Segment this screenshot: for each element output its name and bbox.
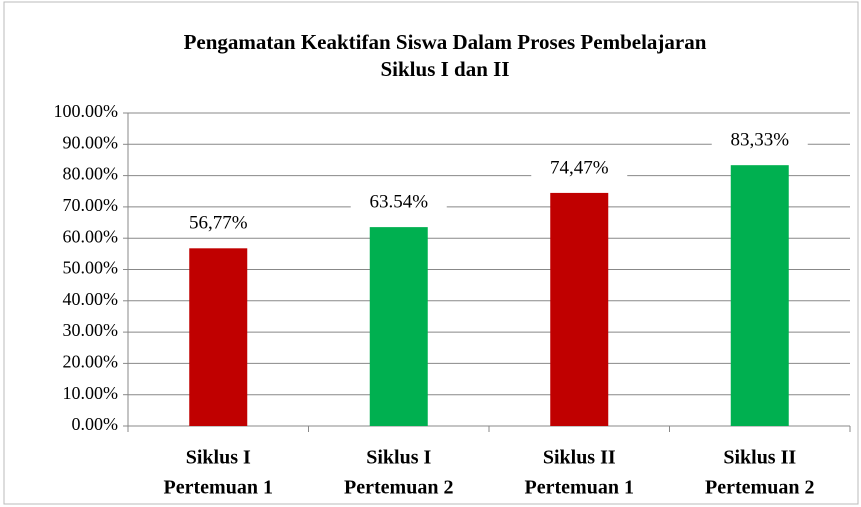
bar	[189, 248, 248, 426]
x-tick-label: Pertemuan 2	[705, 477, 814, 499]
value-label: 63.54%	[369, 191, 428, 212]
value-label: 83,33%	[730, 130, 789, 151]
chart-frame	[3, 1, 859, 505]
x-tick-label: Pertemuan 1	[164, 477, 273, 499]
x-tick-label: Pertemuan 1	[525, 477, 634, 499]
x-tick-label: Siklus I	[366, 447, 431, 469]
chart-title: Pengamatan Keaktifan Siswa Dalam Proses …	[184, 30, 707, 54]
y-tick-label: 0.00%	[72, 414, 119, 434]
value-label-bg	[531, 156, 628, 181]
x-tick-label: Siklus II	[543, 447, 616, 469]
bar	[550, 192, 609, 426]
chart-title: Siklus I dan II	[380, 57, 509, 81]
y-tick-label: 10.00%	[63, 383, 119, 403]
y-tick-label: 70.00%	[63, 195, 119, 215]
y-tick-label: 80.00%	[63, 164, 119, 184]
x-tick-label: Siklus I	[186, 447, 251, 469]
bar	[730, 165, 789, 426]
value-label: 56,77%	[189, 213, 248, 234]
value-label: 74,47%	[550, 157, 609, 178]
value-label-bg	[711, 129, 808, 154]
x-tick-label: Pertemuan 2	[344, 477, 453, 499]
y-tick-label: 30.00%	[63, 320, 119, 340]
y-tick-label: 40.00%	[63, 289, 119, 309]
y-tick-label: 20.00%	[63, 352, 119, 372]
x-tick-label: Siklus II	[723, 447, 796, 469]
y-tick-label: 100.00%	[54, 101, 119, 121]
bar	[369, 227, 428, 426]
value-label-bg	[350, 191, 447, 216]
y-tick-label: 60.00%	[63, 226, 119, 246]
value-label-bg	[170, 212, 267, 237]
y-tick-label: 50.00%	[63, 258, 119, 278]
y-tick-label: 90.00%	[63, 132, 119, 152]
